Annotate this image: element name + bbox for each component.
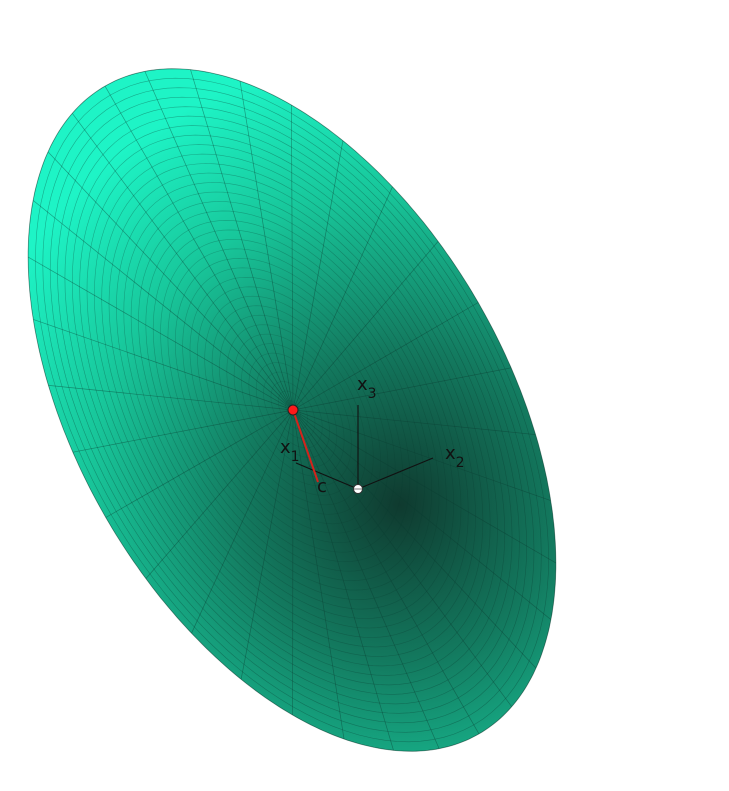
- cone-rim: [27, 68, 557, 752]
- x2-label-main: x: [445, 443, 456, 464]
- cone-level-ring: [101, 163, 484, 657]
- cone-level-ring: [278, 390, 308, 430]
- origin-marker: [353, 484, 363, 494]
- x3-label-subscript: 3: [368, 386, 377, 402]
- cone-level-ring: [174, 257, 411, 563]
- cone-level-ring: [263, 371, 323, 449]
- cone-level-ring: [270, 381, 316, 439]
- cone-ruling-line: [292, 409, 440, 749]
- cone-ruling-line: [48, 385, 294, 411]
- cone-level-ring: [123, 191, 462, 629]
- cone-ruling-line: [292, 241, 439, 411]
- x1-label: x1: [280, 437, 300, 465]
- cone-ruling-line: [291, 104, 294, 411]
- cone-level-ring: [182, 267, 403, 553]
- cone-level-ring: [226, 324, 360, 496]
- cone-level-ring: [108, 172, 476, 648]
- cone-level-ring: [255, 362, 330, 458]
- x2-axis: [357, 457, 434, 490]
- cone-level-ring: [42, 87, 542, 733]
- cone-ruling-line: [144, 71, 294, 411]
- cone-ruling-line: [292, 140, 344, 411]
- coordinate-axes: x3 x2 x1: [280, 374, 465, 490]
- cone-level-ring: [233, 333, 352, 487]
- cone-level-ring: [211, 305, 374, 515]
- c-label: c: [317, 476, 327, 497]
- cone-ruling-line: [239, 80, 294, 411]
- cone-ruling-line: [240, 409, 294, 680]
- cone-level-ring: [138, 210, 447, 610]
- cone-ruling-line: [292, 409, 394, 751]
- x2-label-subscript: 2: [456, 455, 465, 471]
- cone-ruling-line: [145, 409, 294, 579]
- cone-ruling-line: [292, 186, 393, 411]
- cone-level-ring: [285, 400, 301, 420]
- cone-level-ring: [86, 144, 498, 676]
- cone-level-ring: [160, 239, 425, 581]
- cone-level-ring: [152, 229, 433, 591]
- cone-ruling-line: [72, 113, 294, 411]
- cone-ruling-line: [191, 409, 294, 634]
- cone-level-ring: [71, 125, 513, 695]
- cone-ruling-line: [292, 409, 551, 501]
- cone-level-ring: [167, 248, 418, 572]
- x1-label-main: x: [280, 437, 291, 458]
- cone-ruling-line: [292, 409, 552, 620]
- cone-level-ring: [35, 77, 549, 743]
- vertex-to-c-segment: [292, 409, 319, 483]
- x2-label: x2: [445, 443, 465, 471]
- cone-level-ring: [116, 182, 469, 638]
- cone-level-ring: [79, 134, 506, 686]
- cone-ruling-line: [292, 409, 537, 669]
- cone-level-ring: [57, 106, 528, 714]
- cone-level-ring: [130, 201, 455, 619]
- cone-level-ring: [64, 115, 520, 705]
- cone-ruling-line: [292, 409, 512, 707]
- cone-ruling-line: [32, 200, 294, 411]
- cone-level-ring: [219, 314, 367, 506]
- cone-ruling-line: [105, 409, 294, 518]
- cone-level-ring: [49, 96, 535, 724]
- cone-vertex-point: [287, 404, 299, 416]
- x3-label-main: x: [357, 374, 368, 395]
- x1-axis: [295, 462, 359, 490]
- cone-ruling-line: [190, 69, 294, 411]
- cone-ruling-line: [47, 151, 294, 411]
- cone-ruling-line: [104, 85, 294, 411]
- cone-ruling-line: [292, 409, 556, 564]
- cone-ruling-line: [33, 319, 294, 411]
- cone-ruling-line: [28, 256, 294, 411]
- cone-ruling-line: [72, 409, 294, 453]
- cone-surface-mesh: [28, 68, 556, 752]
- cone-level-ring: [196, 286, 389, 534]
- cone-level-ring: [145, 220, 440, 600]
- x3-label: x3: [357, 374, 377, 402]
- cone-level-ring: [204, 295, 381, 525]
- x1-label-subscript: 1: [291, 449, 300, 465]
- cone-ruling-line: [292, 367, 512, 411]
- cone-ruling-line: [292, 409, 536, 435]
- cone-ruling-line: [292, 409, 480, 735]
- cone-level-ring: [189, 276, 396, 544]
- cone-level-ring: [93, 153, 491, 667]
- cone-level-ring: [241, 343, 345, 477]
- cone-ruling-line: [292, 302, 479, 411]
- cone-level-ring: [248, 352, 338, 468]
